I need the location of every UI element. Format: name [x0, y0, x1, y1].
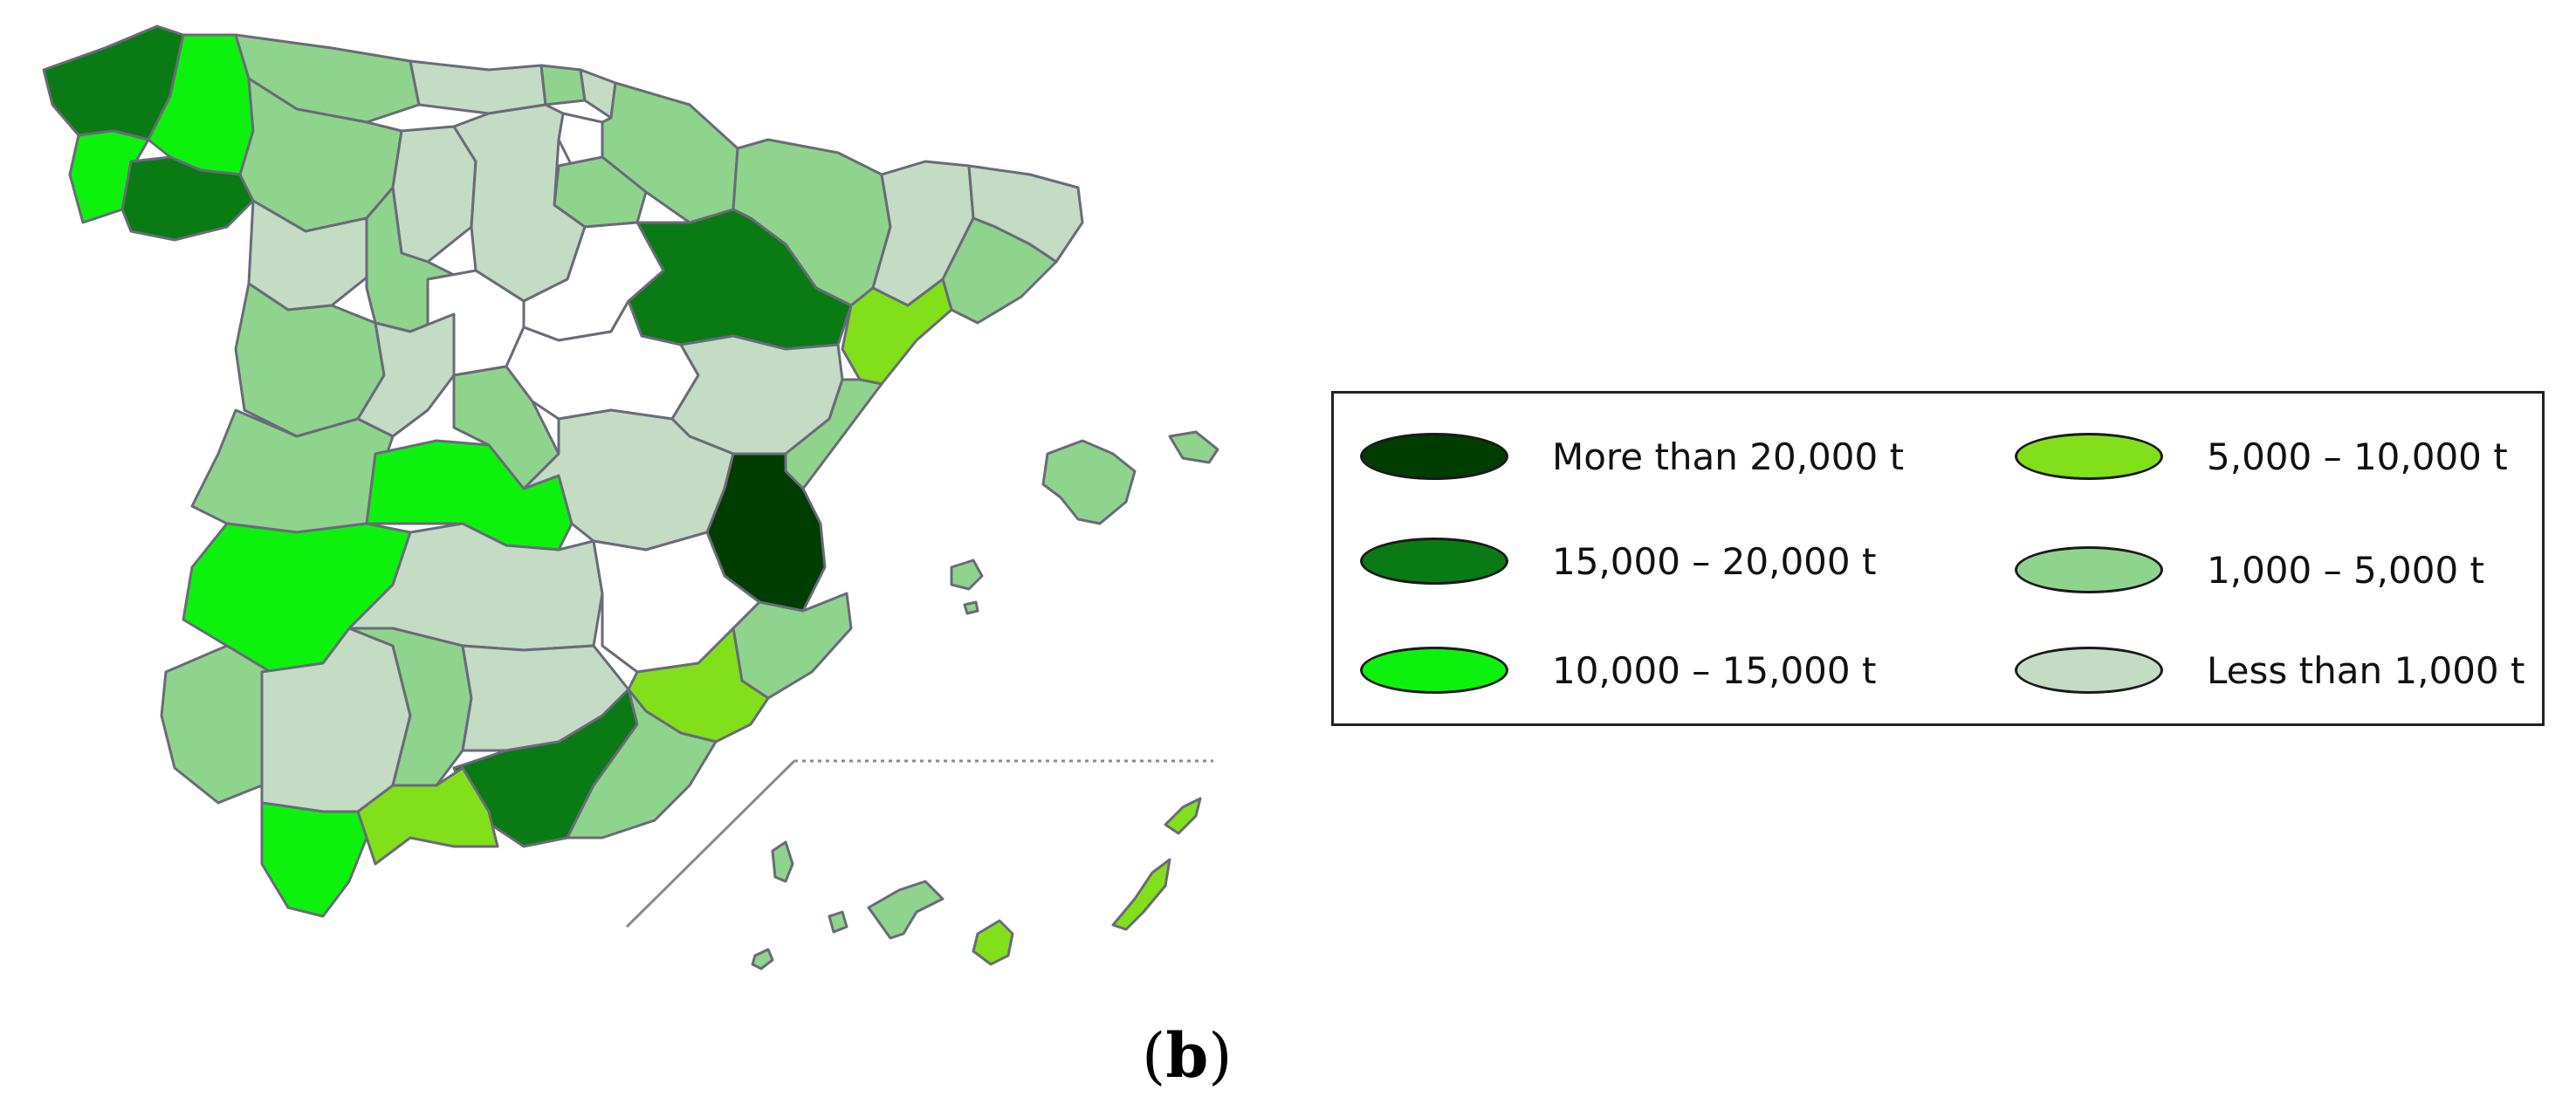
- island-menorca: [1168, 430, 1219, 464]
- island-el-hierro: [751, 948, 774, 970]
- island-ibiza: [950, 558, 984, 591]
- province-palencia: [391, 125, 477, 264]
- province-malaga: [356, 766, 499, 866]
- province-castellon: [784, 378, 883, 490]
- province-tarragona: [841, 278, 953, 386]
- province-alicante: [732, 592, 853, 700]
- panel-label-open: (: [1142, 1020, 1166, 1092]
- legend-label: More than 20,000 t: [1552, 435, 1905, 478]
- legend-swatch: [2015, 546, 2163, 593]
- legend-swatch: [1360, 647, 1508, 694]
- legend-swatch: [1360, 538, 1508, 585]
- island-mallorca: [1041, 439, 1137, 525]
- legend-item: Less than 1,000 t: [2015, 634, 2524, 707]
- province-cordoba: [347, 627, 473, 787]
- legend-item: 5,000 – 10,000 t: [2015, 420, 2508, 493]
- province-vizcaya: [539, 64, 587, 106]
- legend-item: 15,000 – 20,000 t: [1360, 524, 1876, 598]
- province-ourense: [120, 155, 255, 242]
- province-avila: [356, 312, 456, 438]
- province-valencia: [705, 452, 827, 613]
- legend-label: 5,000 – 10,000 t: [2207, 435, 2508, 478]
- island-la-palma: [771, 840, 794, 883]
- province-barcelona: [941, 216, 1058, 325]
- panel-label-letter: b: [1165, 1019, 1209, 1092]
- island-formentera: [963, 600, 979, 615]
- legend-label: 15,000 – 20,000 t: [1552, 539, 1877, 583]
- island-fuerteventura: [1111, 858, 1171, 931]
- province-toledo: [365, 439, 574, 552]
- province-huelva: [160, 644, 272, 805]
- legend-item: 10,000 – 15,000 t: [1360, 634, 1876, 707]
- legend: More than 20,000 t 15,000 – 20,000 t 10,…: [1331, 391, 2545, 726]
- island-tenerife: [867, 880, 945, 940]
- legend-label: 1,000 – 5,000 t: [2207, 548, 2484, 592]
- legend-swatch: [2015, 647, 2163, 694]
- island-gran-canaria: [972, 919, 1014, 966]
- panel-label: (b): [1142, 1025, 1233, 1087]
- island-la-gomera: [828, 910, 848, 934]
- legend-item: 1,000 – 5,000 t: [2015, 533, 2484, 606]
- legend-swatch: [1360, 433, 1508, 480]
- legend-item: More than 20,000 t: [1360, 420, 1904, 493]
- province-cantabria: [409, 59, 547, 115]
- island-lanzarote: [1164, 797, 1202, 835]
- province-almeria: [566, 688, 718, 839]
- legend-swatch: [2015, 433, 2163, 480]
- province-guipuzcoa: [579, 68, 617, 120]
- province-navarra: [601, 81, 739, 224]
- inset-diagonal-line: [625, 759, 796, 929]
- province-cadiz: [260, 801, 368, 918]
- legend-label: Less than 1,000 t: [2207, 648, 2525, 692]
- legend-label: 10,000 – 15,000 t: [1552, 648, 1877, 692]
- panel-label-close: ): [1208, 1020, 1233, 1092]
